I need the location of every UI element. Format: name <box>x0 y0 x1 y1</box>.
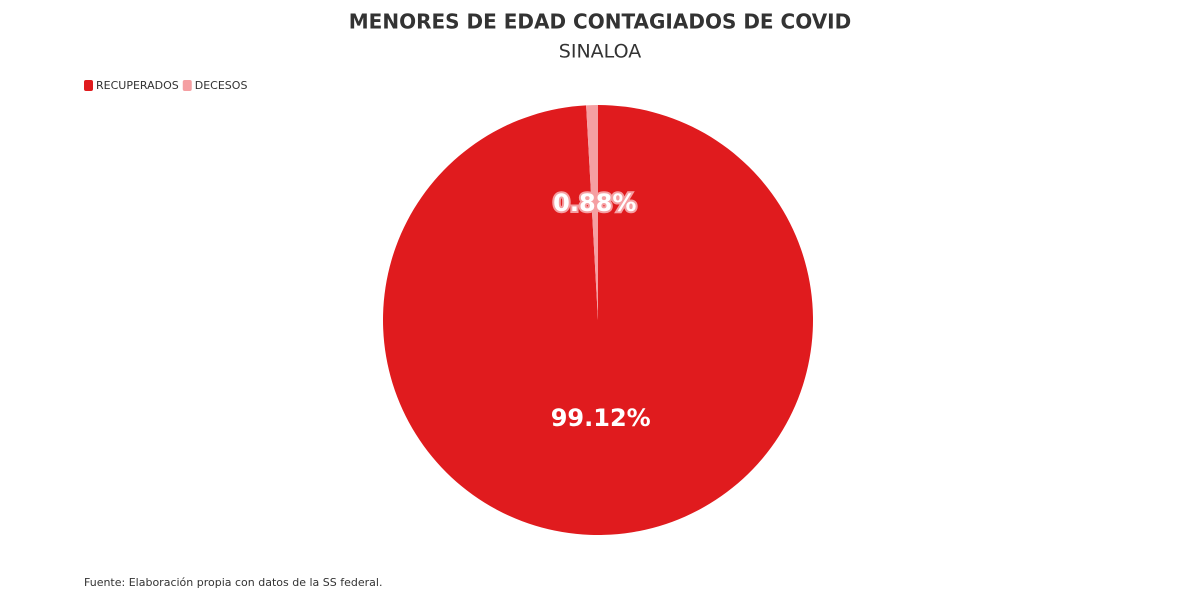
pie-slice <box>586 105 598 320</box>
chart-subtitle: SINALOA <box>559 41 641 63</box>
source-note: Fuente: Elaboración propia con datos de … <box>84 576 382 589</box>
chart-title: MENORES DE EDAD CONTAGIADOS DE COVID <box>349 10 851 34</box>
legend-label: RECUPERADOS <box>96 79 179 92</box>
legend-label: DECESOS <box>195 79 248 92</box>
data-label: 0.88% <box>553 189 636 217</box>
data-label: 99.12% <box>551 404 651 432</box>
legend-swatch <box>84 80 93 91</box>
legend-swatch <box>182 80 192 91</box>
pie-slice <box>383 105 814 536</box>
